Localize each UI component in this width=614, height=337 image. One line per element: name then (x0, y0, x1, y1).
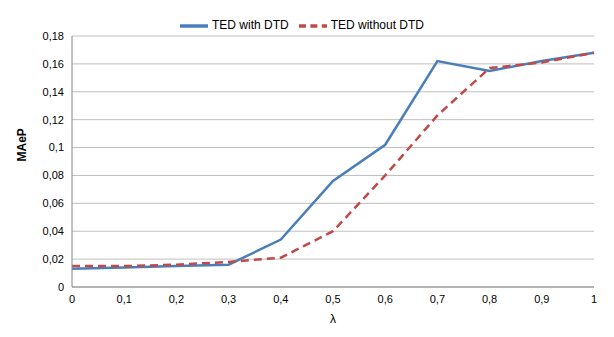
svg-text:0: 0 (58, 281, 64, 293)
svg-text:1: 1 (591, 293, 597, 305)
svg-text:0,4: 0,4 (273, 293, 288, 305)
svg-text:0,14: 0,14 (43, 86, 64, 98)
svg-text:0,1: 0,1 (117, 293, 132, 305)
svg-text:0,16: 0,16 (43, 58, 64, 70)
svg-text:0,7: 0,7 (430, 293, 445, 305)
svg-text:0,12: 0,12 (43, 114, 64, 126)
svg-text:0,02: 0,02 (43, 253, 64, 265)
svg-text:λ: λ (330, 312, 336, 326)
html-text:TED with DTD: TED with DTD (212, 18, 289, 33)
svg-text:0: 0 (69, 293, 75, 305)
svg-text:0,5: 0,5 (325, 293, 340, 305)
svg-text:0,3: 0,3 (221, 293, 236, 305)
html-text:TED without DTD: TED without DTD (330, 18, 424, 33)
svg-text:0,2: 0,2 (169, 293, 184, 305)
svg-text:0,08: 0,08 (43, 169, 64, 181)
svg-text:0,18: 0,18 (43, 30, 64, 42)
svg-text:0,04: 0,04 (43, 225, 64, 237)
svg-text:0,06: 0,06 (43, 197, 64, 209)
svg-text:0,6: 0,6 (378, 293, 393, 305)
svg-text:0,1: 0,1 (49, 141, 64, 153)
svg-text:0,8: 0,8 (482, 293, 497, 305)
svg-text:0,9: 0,9 (534, 293, 549, 305)
svg-text:MAeP: MAeP (15, 128, 29, 161)
